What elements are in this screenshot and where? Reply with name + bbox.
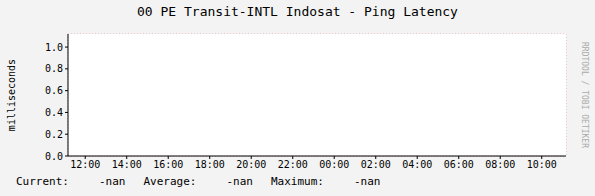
html-text:Maximum:: Maximum: [271,175,324,188]
html-text:milliseconds: milliseconds [5,58,17,132]
html-text:RRDTOOL / TOBI OETIKER: RRDTOOL / TOBI OETIKER [579,42,589,148]
svg-text:18:00: 18:00 [195,159,225,170]
svg-text:08:00: 08:00 [485,159,515,170]
svg-text:0.8: 0.8 [45,63,63,74]
svg-text:02:00: 02:00 [361,159,391,170]
html-text:Average:: Average: [143,175,197,188]
html-text:Current:: Current: [16,175,69,188]
html-text:-nan: -nan [354,175,381,188]
svg-text:06:00: 06:00 [444,159,474,170]
html-text:00 PE Transit-INTL Indosat - P: 00 PE Transit-INTL Indosat - Ping Latenc… [137,4,458,19]
svg-text:0.4: 0.4 [45,107,63,118]
html-text:-nan: -nan [226,175,253,188]
svg-text:14:00: 14:00 [112,159,142,170]
svg-text:16:00: 16:00 [153,159,183,170]
svg-text:0.0: 0.0 [45,151,63,162]
svg-text:1.0: 1.0 [45,42,63,53]
svg-text:04:00: 04:00 [402,159,432,170]
svg-text:22:00: 22:00 [278,159,308,170]
svg-text:10:00: 10:00 [527,159,557,170]
svg-text:12:00: 12:00 [70,159,100,170]
svg-text:20:00: 20:00 [236,159,266,170]
svg-text:0.2: 0.2 [45,129,63,140]
svg-text:00:00: 00:00 [319,159,349,170]
html-text:-nan: -nan [99,175,126,188]
svg-text:0.6: 0.6 [45,85,63,96]
